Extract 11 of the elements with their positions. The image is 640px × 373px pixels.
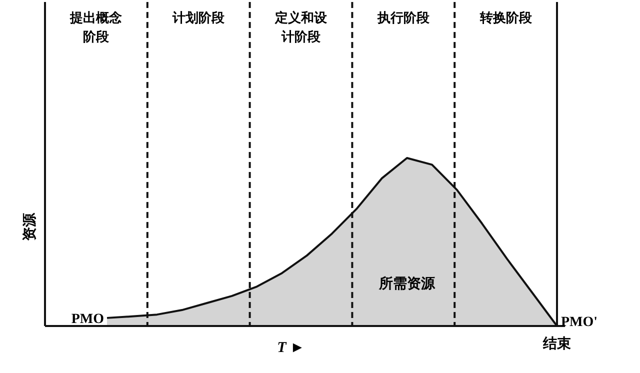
text: 结束 <box>542 336 571 352</box>
text: 定义和设计阶段 <box>274 10 328 44</box>
annotation: PMO <box>71 312 104 327</box>
text: 执行阶段 <box>376 10 430 25</box>
text: 计划阶段 <box>172 10 226 25</box>
text: 提出概念阶段 <box>69 10 124 44</box>
annotation: 所需资源 <box>378 276 436 292</box>
x-axis-title: T ► <box>277 340 305 356</box>
annotation: PMO' <box>561 315 598 330</box>
text: 转换阶段 <box>478 10 533 25</box>
y-axis-title: 资源 <box>22 212 38 241</box>
